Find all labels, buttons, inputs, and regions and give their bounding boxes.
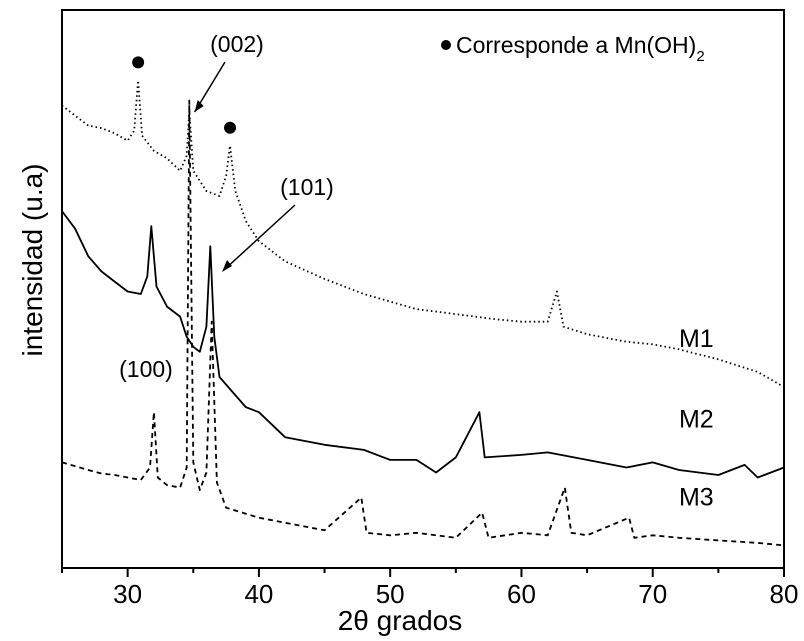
- peak-markers: [132, 56, 237, 134]
- plot-border: [61, 9, 785, 569]
- x-axis-title: 2θ grados: [338, 605, 463, 636]
- series-label-m2: M2: [679, 405, 714, 433]
- arrow-head-icon: [222, 260, 232, 272]
- annotation-002: (002): [210, 31, 264, 57]
- annotation-101: (101): [280, 174, 334, 200]
- x-tick-label: 70: [638, 579, 667, 609]
- legend: Corresponde a Mn(OH)2: [441, 32, 705, 65]
- series-label-m3: M3: [679, 483, 714, 511]
- series-line-m2: [61, 210, 785, 479]
- x-tick-label: 40: [244, 579, 273, 609]
- x-tick-label: 60: [507, 579, 536, 609]
- series-line-m3: [61, 99, 785, 547]
- series-label-m1: M1: [679, 325, 714, 353]
- x-tick-label: 80: [770, 579, 799, 609]
- plot-frame: [61, 9, 785, 569]
- series-line-m1: [61, 79, 785, 388]
- series-layer: M1 M2 M3: [61, 79, 785, 547]
- legend-text: Corresponde a Mn(OH)2: [456, 32, 705, 65]
- arrow-head-icon: [194, 100, 204, 112]
- annotation-100: (100): [119, 356, 173, 382]
- legend-subscript: 2: [696, 48, 704, 65]
- peak-marker-circle: [224, 121, 237, 134]
- x-axis-ticks: 30 40 50 60 70 80: [61, 568, 799, 609]
- y-axis-title: intensidad (u.a): [17, 163, 48, 356]
- x-tick-label: 30: [113, 579, 142, 609]
- legend-label: Corresponde a Mn(OH): [456, 32, 696, 58]
- peak-marker-circle: [132, 56, 145, 69]
- annotation-arrow: [223, 204, 296, 271]
- x-tick-label: 50: [376, 579, 405, 609]
- legend-marker-circle: [441, 40, 451, 50]
- annotations: (002) (101) (100): [119, 31, 334, 382]
